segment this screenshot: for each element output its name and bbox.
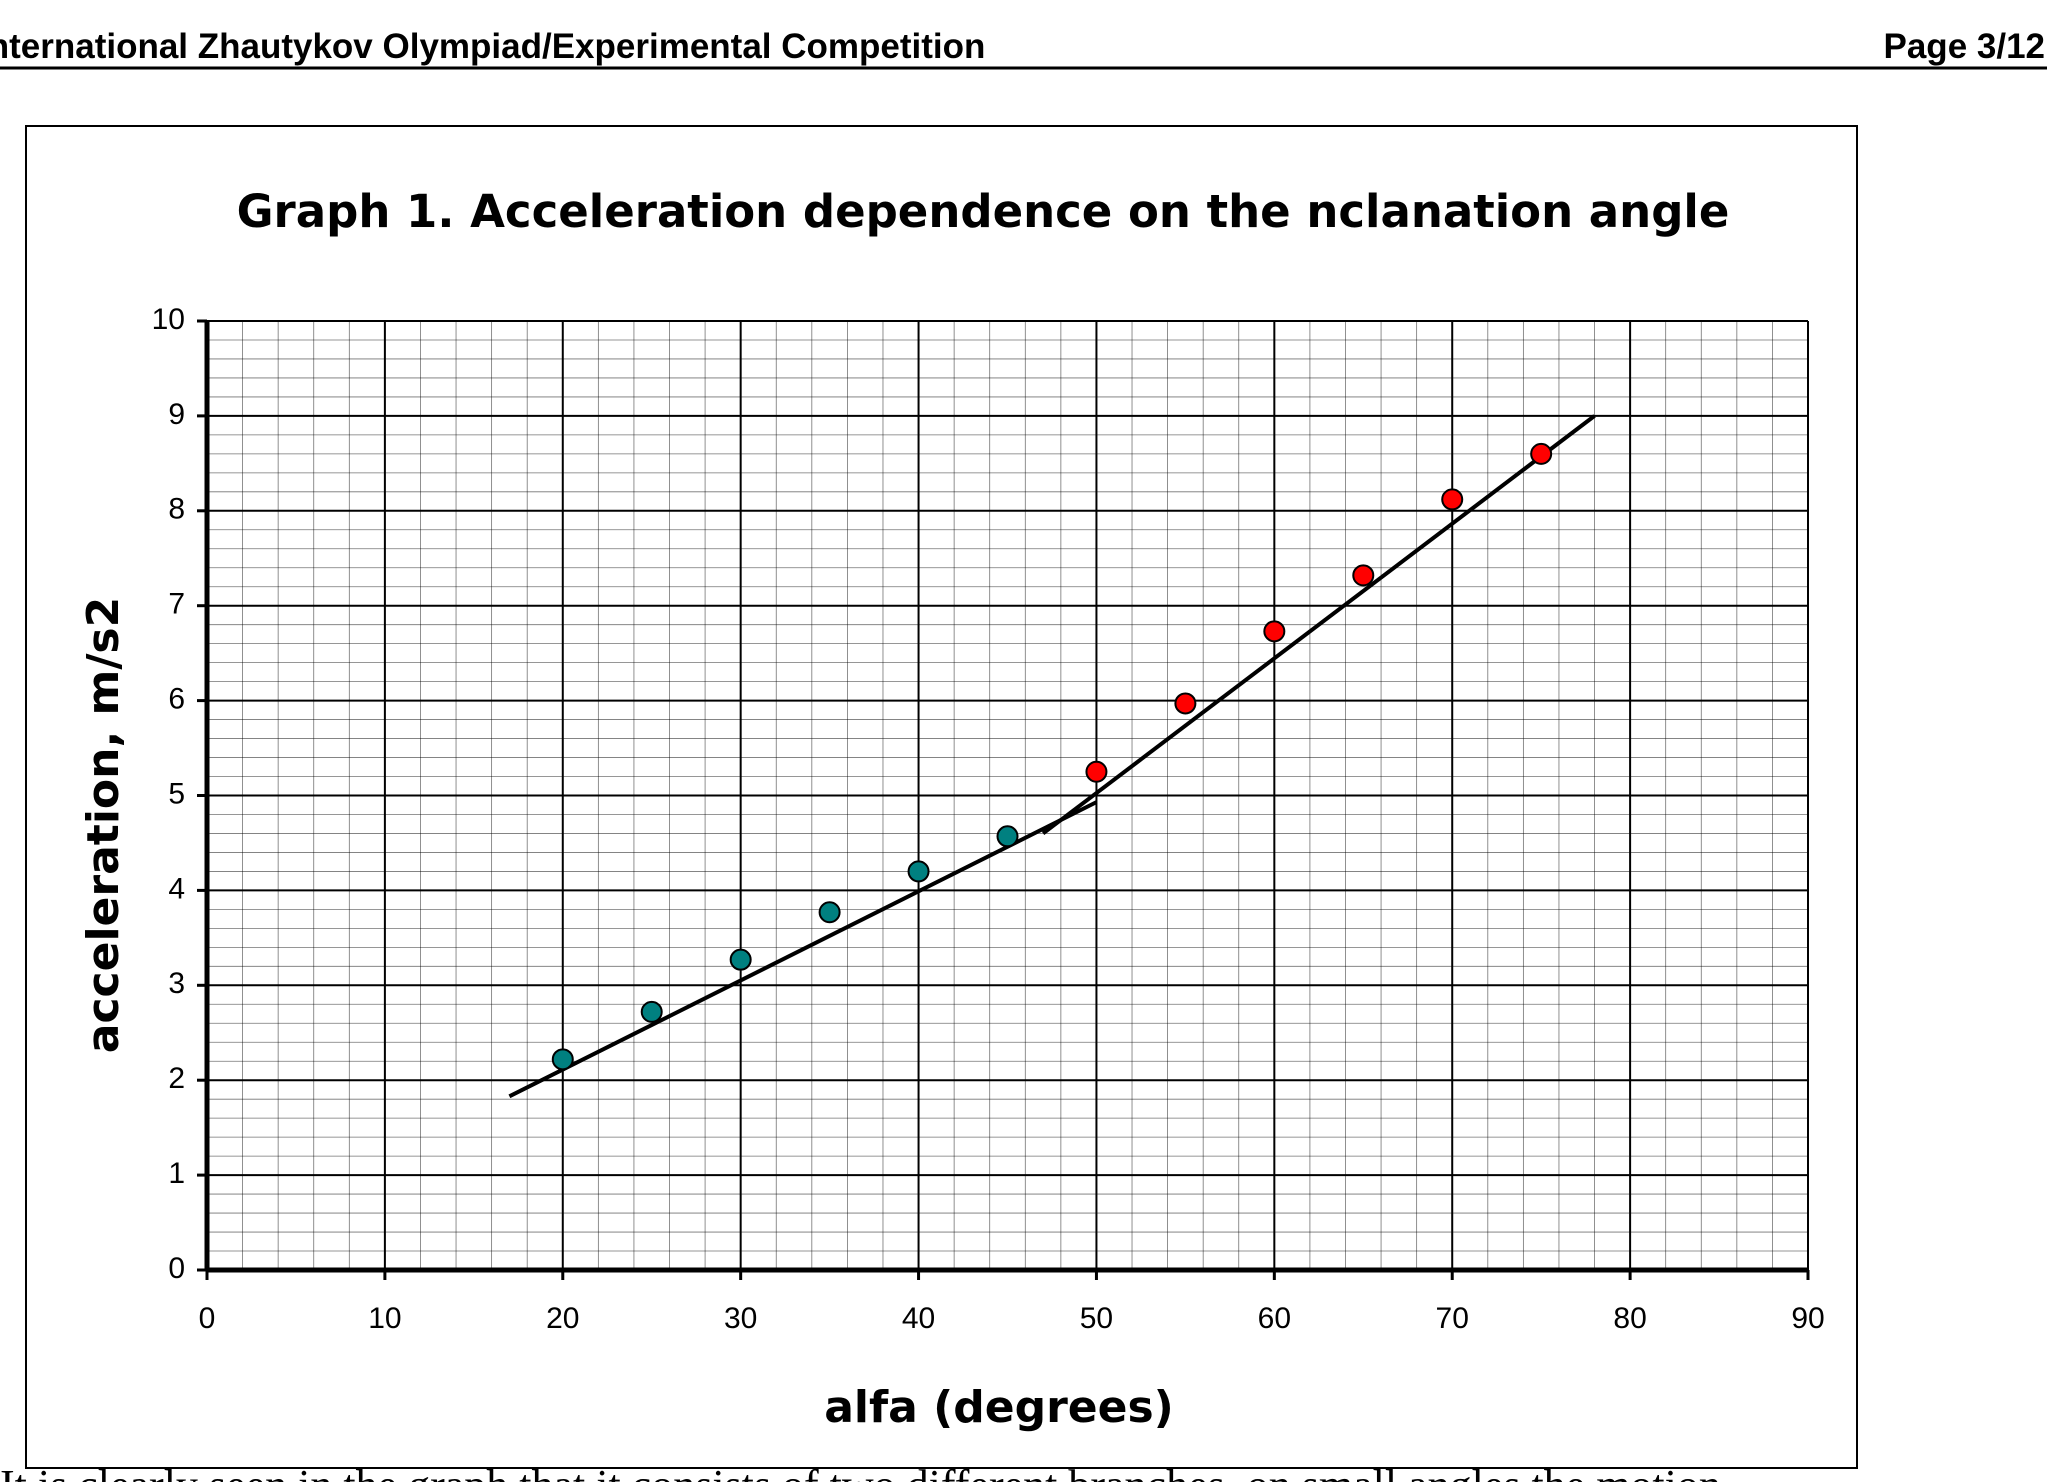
y-tick-label: 6 (168, 683, 185, 716)
data-point (818, 901, 841, 924)
y-tick-label: 8 (168, 493, 185, 526)
data-point (1174, 692, 1197, 715)
data-point (1530, 442, 1553, 465)
x-tick-label: 60 (1258, 1302, 1291, 1335)
data-point (640, 1000, 663, 1023)
x-tick-label: 80 (1613, 1302, 1646, 1335)
x-tick-label: 70 (1436, 1302, 1469, 1335)
data-point (551, 1048, 574, 1071)
x-tick-label: 0 (199, 1302, 216, 1335)
y-tick-label: 0 (168, 1252, 185, 1285)
chart-title: Graph 1. Acceleration dependence on the … (237, 185, 1730, 238)
x-tick-label: 90 (1791, 1302, 1824, 1335)
y-tick-label: 10 (152, 303, 185, 336)
x-tick-label: 30 (724, 1302, 757, 1335)
data-point (996, 825, 1019, 848)
body-text: It is clearly seen in the graph that it … (0, 1461, 1721, 1482)
x-tick-label: 40 (902, 1302, 935, 1335)
data-point (1352, 564, 1375, 587)
y-tick-label: 7 (168, 588, 185, 621)
data-point (1263, 620, 1286, 643)
y-axis-label: acceleration, m/s2 (78, 597, 129, 1053)
data-point (1441, 488, 1464, 511)
plot: 0 10 20 30 40 50 60 70 80 90 0 1 2 3 4 5 6 7 8 9 10 (152, 303, 1825, 1335)
y-tick-label: 5 (168, 777, 185, 810)
y-tick-label: 4 (168, 872, 185, 905)
y-tick-label: 9 (168, 398, 185, 431)
header-left: International Zhautykov Olympiad/Experim… (0, 27, 985, 66)
y-tick-label: 1 (168, 1157, 185, 1190)
data-point (729, 948, 752, 971)
fit-line (508, 800, 1098, 1099)
fit-line (1041, 414, 1596, 836)
y-tick-label: 3 (168, 967, 185, 1000)
x-tick-label: 20 (546, 1302, 579, 1335)
x-axis-label: alfa (degrees) (824, 1382, 1174, 1433)
data-point (907, 860, 930, 883)
chart-frame (25, 125, 1858, 1469)
data-point (1085, 760, 1108, 783)
x-tick-label: 10 (368, 1302, 401, 1335)
header-right: Page 3/12 (1884, 27, 2046, 66)
x-tick-label: 50 (1080, 1302, 1113, 1335)
y-tick-label: 2 (168, 1062, 185, 1095)
